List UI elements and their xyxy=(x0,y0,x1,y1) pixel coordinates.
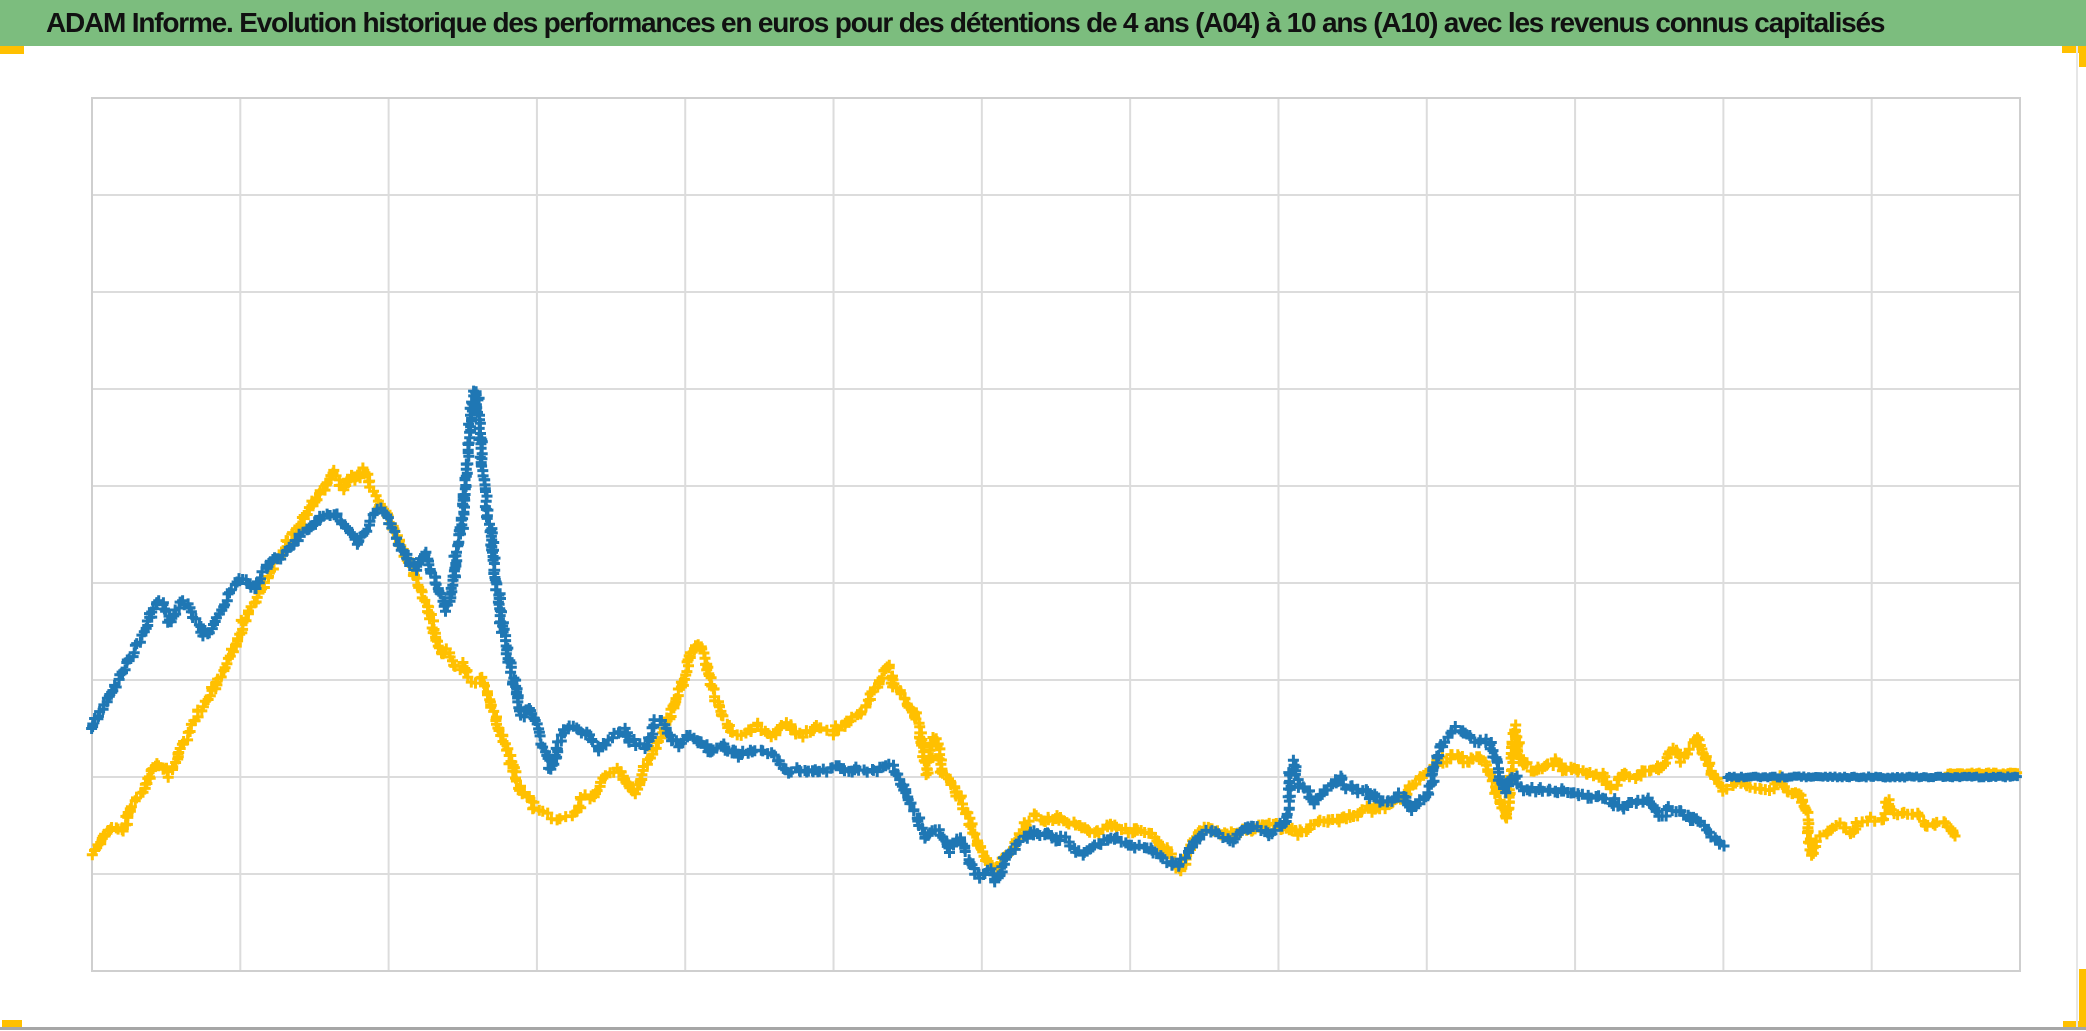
corner-accent-top-left xyxy=(0,46,24,54)
corner-accent-bottom-left xyxy=(2,1020,22,1028)
series-blue-series xyxy=(86,385,2022,888)
corner-accent-top-right-v xyxy=(2079,46,2086,67)
title-bar: ADAM Informe. Evolution historique des p… xyxy=(0,0,2086,46)
slide-right-edge xyxy=(2076,46,2078,1027)
page-title: ADAM Informe. Evolution historique des p… xyxy=(46,7,1885,38)
slide-bottom-rule xyxy=(0,1027,2086,1030)
corner-accent-top-right-h xyxy=(2062,46,2086,53)
corner-accent-bottom-right-h xyxy=(2063,1021,2086,1028)
corner-accent-bottom-right-v xyxy=(2079,969,2086,1026)
series-gold-series xyxy=(86,462,2023,877)
